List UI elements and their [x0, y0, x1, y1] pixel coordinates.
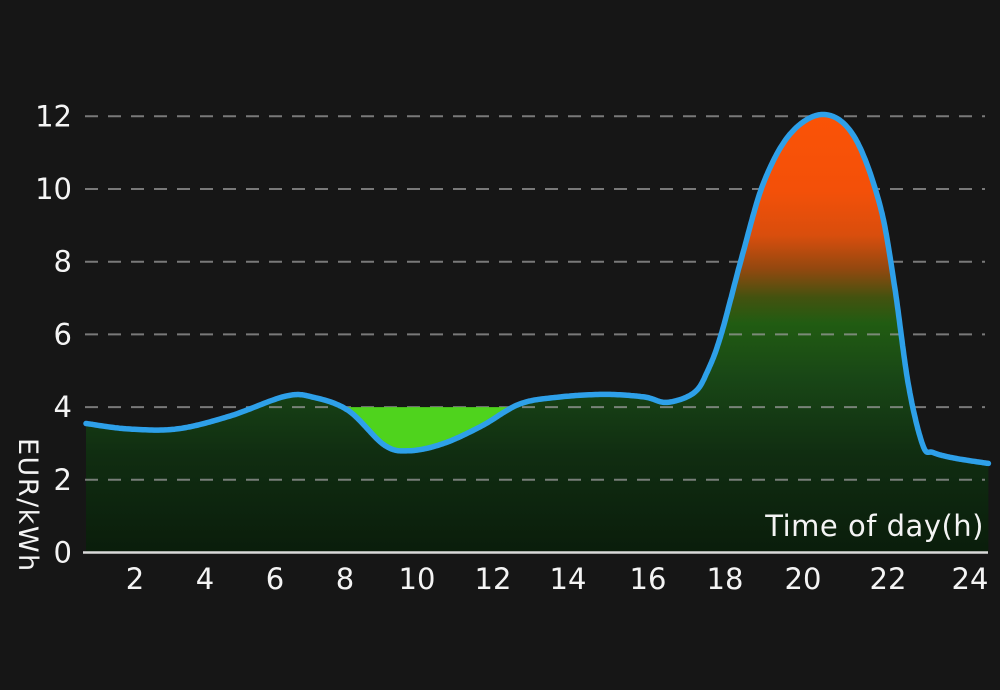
peak-orange-cap	[737, 114, 893, 273]
x-tick-label-16: 16	[630, 562, 667, 596]
x-tick-label-4: 4	[196, 562, 214, 596]
x-tick-label-18: 18	[707, 562, 744, 596]
x-tick-label-6: 6	[266, 562, 284, 596]
x-tick-label-2: 2	[126, 562, 144, 596]
x-tick-label-12: 12	[475, 562, 512, 596]
price-curve-line	[83, 111, 992, 467]
x-tick-label-20: 20	[785, 562, 822, 596]
y-tick-label-8: 8	[54, 245, 72, 279]
y-tick-label-12: 12	[35, 99, 72, 133]
y-tick-label-6: 6	[54, 317, 72, 351]
x-tick-label-22: 22	[870, 562, 907, 596]
x-tick-label-10: 10	[399, 562, 436, 596]
y-tick-label-4: 4	[54, 390, 72, 424]
x-axis-title: Time of day(h)	[765, 509, 984, 543]
y-tick-label-10: 10	[35, 172, 72, 206]
x-tick-label-14: 14	[550, 562, 587, 596]
y-axis-title: EUR/kWh	[12, 438, 43, 573]
y-tick-label-0: 0	[54, 536, 72, 570]
cheap-window-highlight	[342, 407, 513, 451]
x-tick-label-8: 8	[336, 562, 354, 596]
x-tick-label-24: 24	[952, 562, 989, 596]
y-tick-label-2: 2	[54, 463, 72, 497]
